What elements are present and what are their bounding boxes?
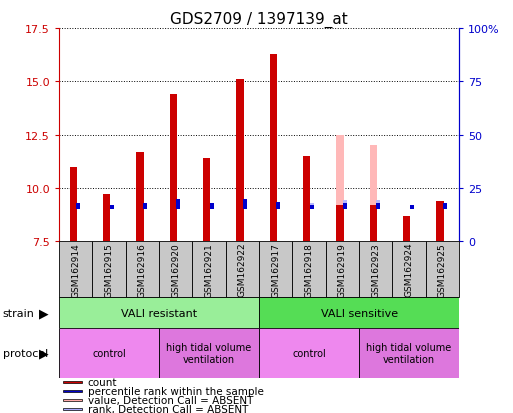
Text: high tidal volume
ventilation: high tidal volume ventilation — [366, 342, 452, 364]
Text: VALI sensitive: VALI sensitive — [321, 308, 398, 318]
Bar — [92, 242, 126, 297]
Bar — [210, 203, 214, 210]
Bar — [259, 242, 292, 297]
Text: GSM162924: GSM162924 — [405, 242, 413, 297]
Bar — [403, 216, 410, 242]
Bar — [159, 242, 192, 297]
Bar — [303, 157, 310, 242]
Bar — [443, 203, 447, 210]
Bar — [326, 242, 359, 297]
Bar — [59, 242, 92, 297]
Bar — [203, 159, 210, 242]
Text: high tidal volume
ventilation: high tidal volume ventilation — [166, 342, 252, 364]
Bar — [236, 80, 244, 242]
Bar — [63, 408, 83, 410]
Bar — [59, 297, 259, 328]
Text: control: control — [292, 348, 326, 358]
Bar — [437, 201, 444, 242]
Text: GSM162914: GSM162914 — [71, 242, 80, 297]
Text: GSM162918: GSM162918 — [305, 242, 313, 297]
Text: count: count — [88, 377, 117, 387]
Bar — [343, 200, 347, 210]
Bar — [337, 205, 344, 242]
Bar — [277, 202, 281, 210]
Bar — [63, 381, 83, 383]
Bar — [337, 135, 344, 242]
Text: GSM162920: GSM162920 — [171, 242, 180, 297]
Text: GSM162925: GSM162925 — [438, 242, 447, 297]
Text: GSM162921: GSM162921 — [205, 242, 213, 297]
Bar — [377, 200, 381, 210]
Text: value, Detection Call = ABSENT: value, Detection Call = ABSENT — [88, 395, 253, 405]
Bar — [159, 328, 259, 378]
Bar — [359, 242, 392, 297]
Bar — [392, 242, 426, 297]
Bar — [59, 328, 159, 378]
Text: rank, Detection Call = ABSENT: rank, Detection Call = ABSENT — [88, 404, 248, 413]
Bar — [70, 167, 77, 242]
Bar — [76, 203, 81, 210]
Bar — [226, 242, 259, 297]
Bar — [310, 203, 314, 210]
Bar — [370, 146, 377, 242]
Bar — [136, 152, 144, 242]
Bar — [270, 55, 277, 242]
Text: control: control — [92, 348, 126, 358]
Text: GSM162919: GSM162919 — [338, 242, 347, 297]
Bar — [103, 195, 110, 242]
Text: GSM162923: GSM162923 — [371, 242, 380, 297]
Bar — [70, 167, 77, 242]
Bar — [370, 205, 377, 242]
Bar — [426, 242, 459, 297]
Text: protocol: protocol — [3, 348, 48, 358]
Text: GSM162915: GSM162915 — [105, 242, 113, 297]
Bar — [310, 205, 314, 210]
Text: ▶: ▶ — [39, 347, 48, 360]
Bar — [343, 203, 347, 210]
Bar — [170, 95, 177, 242]
Bar — [126, 242, 159, 297]
Title: GDS2709 / 1397139_at: GDS2709 / 1397139_at — [170, 12, 348, 28]
Text: ▶: ▶ — [39, 306, 48, 319]
Bar — [259, 328, 359, 378]
Text: GSM162922: GSM162922 — [238, 242, 247, 297]
Bar — [143, 203, 147, 210]
Text: VALI resistant: VALI resistant — [121, 308, 197, 318]
Bar — [259, 297, 459, 328]
Bar — [292, 242, 326, 297]
Bar — [192, 242, 226, 297]
Bar — [63, 390, 83, 392]
Bar — [410, 205, 414, 210]
Bar — [243, 199, 247, 210]
Bar — [377, 203, 381, 210]
Text: percentile rank within the sample: percentile rank within the sample — [88, 386, 264, 396]
Bar — [76, 203, 81, 210]
Text: GSM162916: GSM162916 — [138, 242, 147, 297]
Text: strain: strain — [3, 308, 34, 318]
Bar — [359, 328, 459, 378]
Bar — [176, 199, 181, 210]
Text: GSM162917: GSM162917 — [271, 242, 280, 297]
Bar — [110, 205, 114, 210]
Bar — [63, 399, 83, 401]
Bar — [303, 157, 310, 242]
